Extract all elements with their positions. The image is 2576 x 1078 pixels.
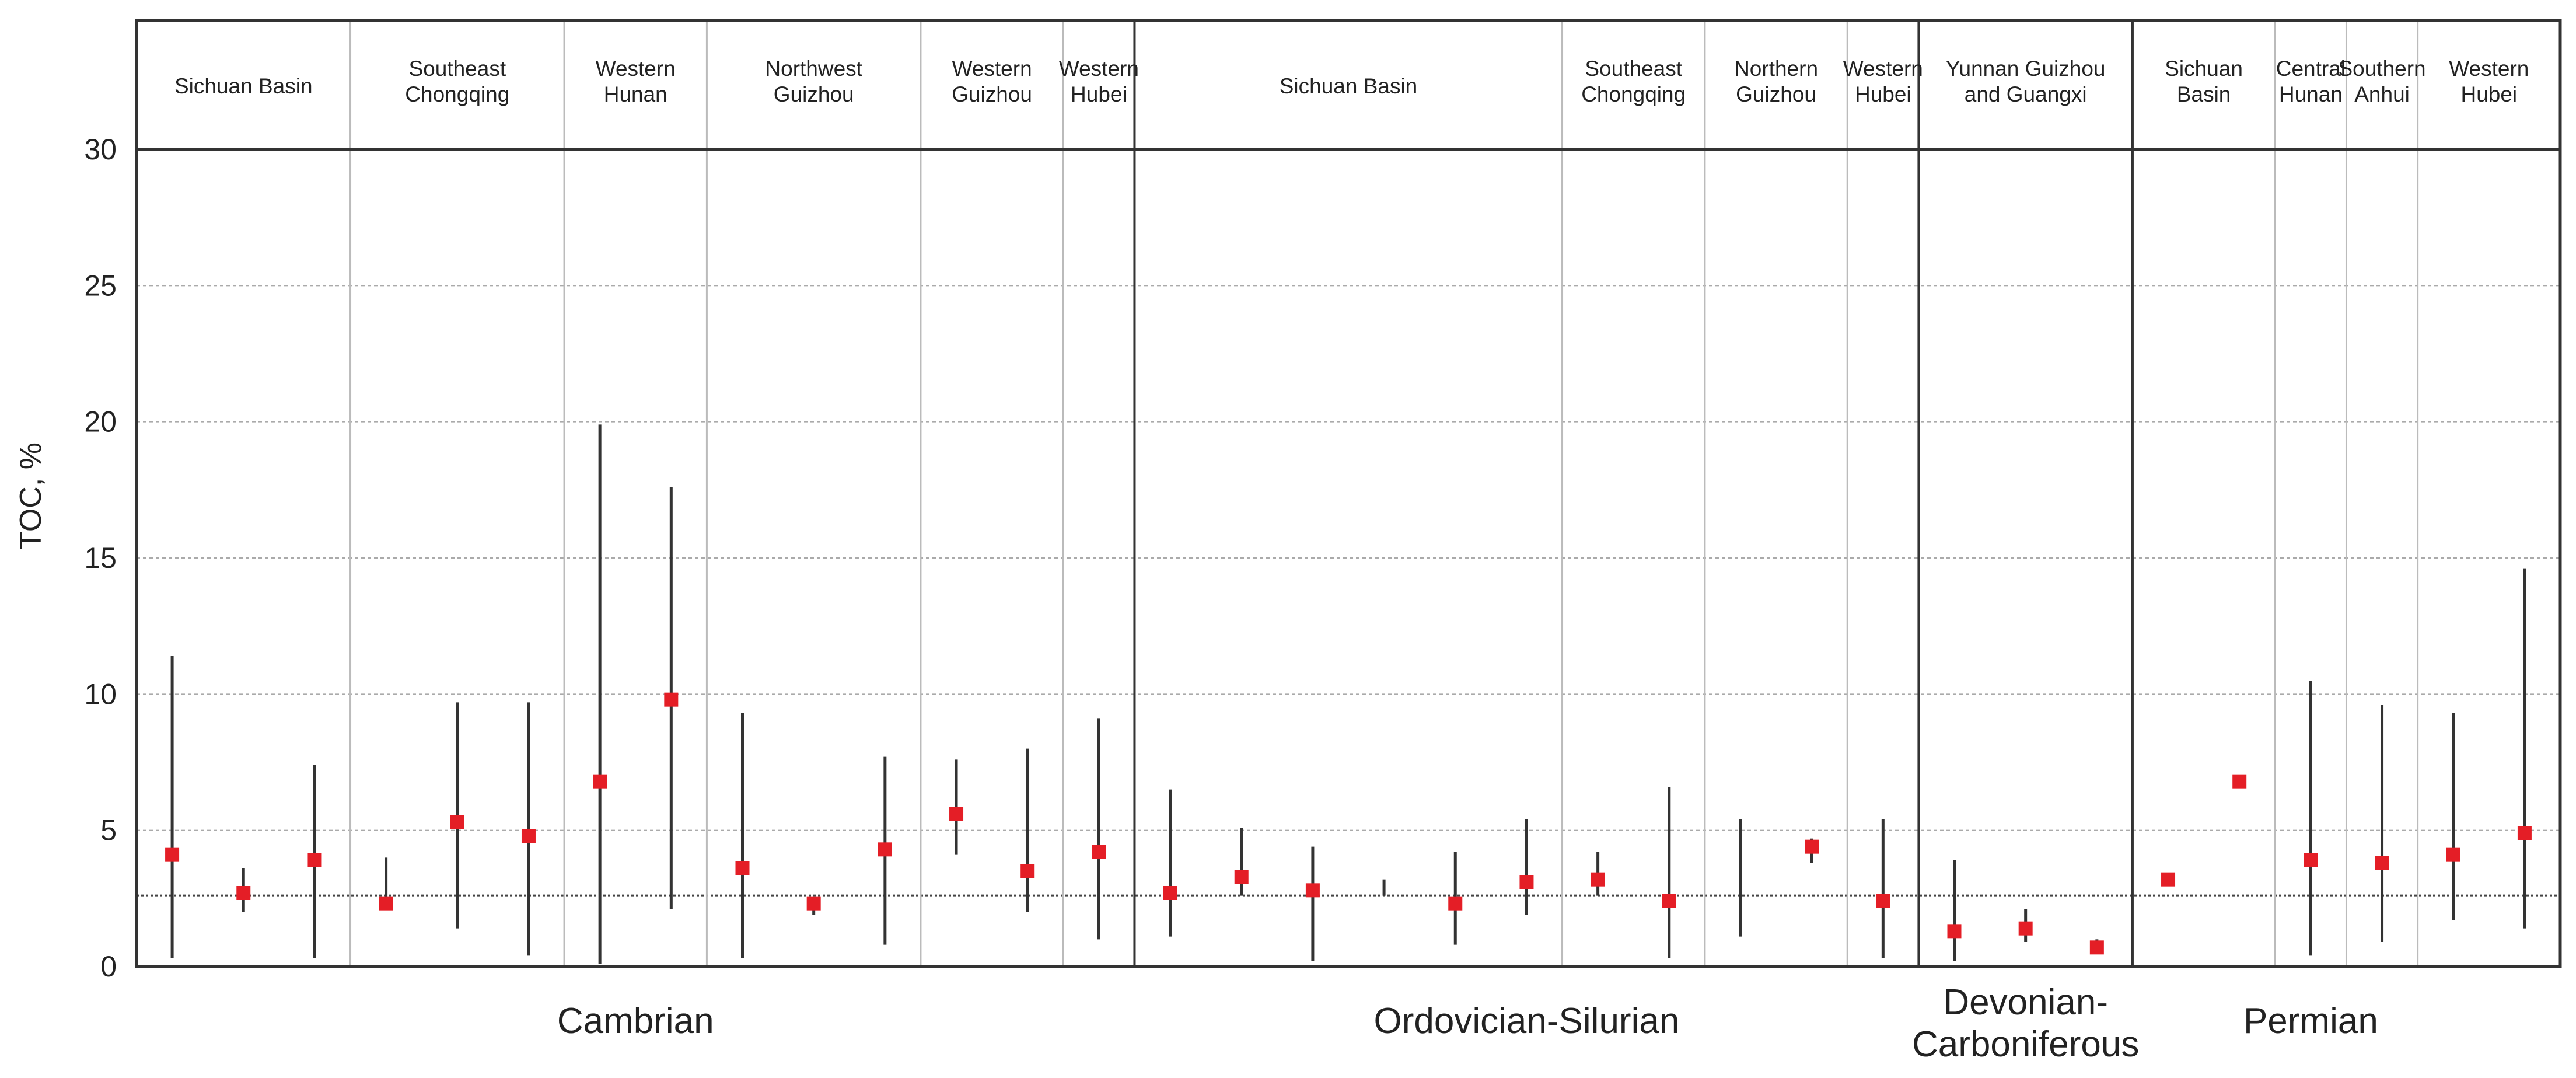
mean-marker	[1163, 886, 1177, 900]
y-tick-label: 0	[100, 950, 117, 983]
region-label: Western Hubei	[2449, 57, 2529, 106]
mean-marker	[2089, 940, 2104, 955]
period-labels: Cambrian Ordovician-Silurian Devonian-Carb…	[557, 982, 2378, 1065]
region-label: Sichuan Basin	[2165, 57, 2243, 106]
region-label: Western Hubei	[1843, 57, 1923, 106]
mean-marker	[521, 829, 536, 843]
period-label: Cambrian	[557, 1001, 714, 1041]
period-label: Ordovician-Silurian	[1374, 1001, 1680, 1041]
y-tick-label: 15	[84, 542, 117, 574]
mean-marker	[1020, 864, 1035, 878]
plot-frame	[135, 19, 2562, 968]
region-label: Western Hunan	[596, 57, 676, 106]
mean-marker	[1092, 845, 1106, 859]
y-tick-label: 10	[84, 678, 117, 710]
period-label: Devonian-Carboniferous	[1912, 982, 2139, 1065]
mean-marker	[165, 847, 180, 862]
mean-marker	[2375, 856, 2389, 870]
region-label: Western Guizhou	[952, 57, 1032, 106]
region-label: Southeast Chongqing	[405, 57, 509, 106]
mean-marker	[664, 692, 679, 707]
y-tick-label: 5	[100, 814, 117, 847]
mean-marker	[1305, 883, 1320, 898]
mean-marker	[1591, 872, 1605, 887]
plot-border	[135, 19, 2562, 968]
mean-marker	[307, 853, 322, 867]
mean-marker	[2446, 847, 2460, 862]
mean-marker	[2304, 853, 2318, 867]
region-label: Western Hubei	[1059, 57, 1139, 106]
region-label: Northwest Guizhou	[765, 57, 862, 106]
period-label: Permian	[2243, 1001, 2378, 1041]
region-labels: Sichuan Basin Southeast Chongqing Western Hu…	[174, 57, 2529, 106]
region-label: Southeast Chongqing	[1581, 57, 1686, 106]
region-label: Southern Anhui	[2338, 57, 2425, 106]
y-axis-title: TOC, %	[14, 442, 48, 550]
y-tick-label: 30	[84, 133, 117, 166]
mean-marker	[1662, 894, 1676, 908]
mean-marker	[806, 896, 821, 911]
mean-marker	[949, 807, 964, 821]
mean-marker	[1947, 924, 1962, 939]
mean-marker	[1876, 894, 1890, 908]
mean-marker	[878, 842, 892, 857]
region-label: Sichuan Basin	[174, 74, 313, 98]
y-tick-label: 20	[84, 406, 117, 438]
mean-marker	[2232, 774, 2247, 789]
region-label: Yunnan Guizhou and Guangxi	[1946, 57, 2106, 106]
mean-marker	[1234, 870, 1249, 884]
region-label: Central Hunan	[2276, 57, 2346, 106]
region-label: Northern Guizhou	[1734, 57, 1818, 106]
mean-marker	[735, 861, 750, 875]
mean-marker	[2018, 921, 2033, 936]
mean-marker	[2517, 826, 2532, 840]
mean-markers	[165, 692, 2532, 955]
mean-marker	[1805, 839, 1819, 854]
mean-marker	[593, 774, 607, 789]
mean-marker	[1448, 896, 1463, 911]
mean-marker	[2161, 872, 2176, 887]
region-dividers	[349, 20, 2419, 967]
region-label: Sichuan Basin	[1280, 74, 1418, 98]
y-tick-label: 25	[84, 269, 117, 302]
mean-marker	[236, 886, 251, 900]
mean-marker	[1519, 875, 1534, 889]
mean-marker	[379, 896, 393, 911]
y-tick-labels: 0 5 10 15 20 25 30	[84, 133, 117, 983]
mean-marker	[450, 815, 464, 829]
